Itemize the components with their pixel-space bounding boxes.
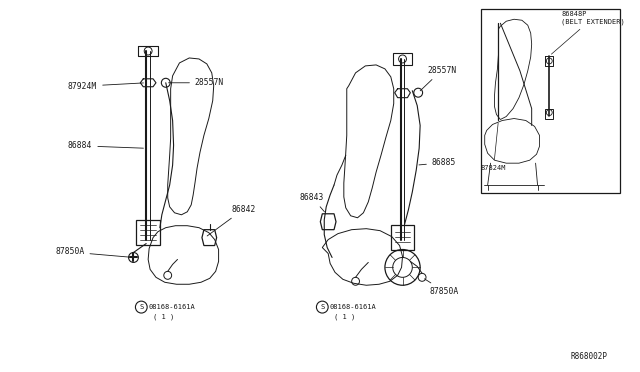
Text: S: S [320, 304, 324, 310]
Text: 87850A: 87850A [424, 279, 459, 296]
Text: S: S [139, 304, 143, 310]
Text: 87824M: 87824M [481, 123, 506, 171]
Text: R868002P: R868002P [571, 352, 608, 361]
Text: 08168-6161A: 08168-6161A [329, 304, 376, 310]
Text: 28557N: 28557N [420, 66, 456, 91]
Bar [481, 9, 620, 193]
Text: 86848P
(BELT EXTENDER): 86848P (BELT EXTENDER) [552, 11, 625, 54]
Text: 86884: 86884 [68, 141, 143, 150]
Text: 87924M: 87924M [68, 82, 143, 91]
Text: ( 1 ): ( 1 ) [153, 314, 174, 320]
Text: 28557N: 28557N [194, 78, 223, 87]
Text: 86843: 86843 [300, 193, 324, 212]
Text: ( 1 ): ( 1 ) [334, 314, 355, 320]
Text: 08168-6161A: 08168-6161A [148, 304, 195, 310]
Text: 87850A: 87850A [55, 247, 131, 257]
Text: 86885: 86885 [419, 158, 456, 167]
Text: 86842: 86842 [207, 205, 256, 236]
